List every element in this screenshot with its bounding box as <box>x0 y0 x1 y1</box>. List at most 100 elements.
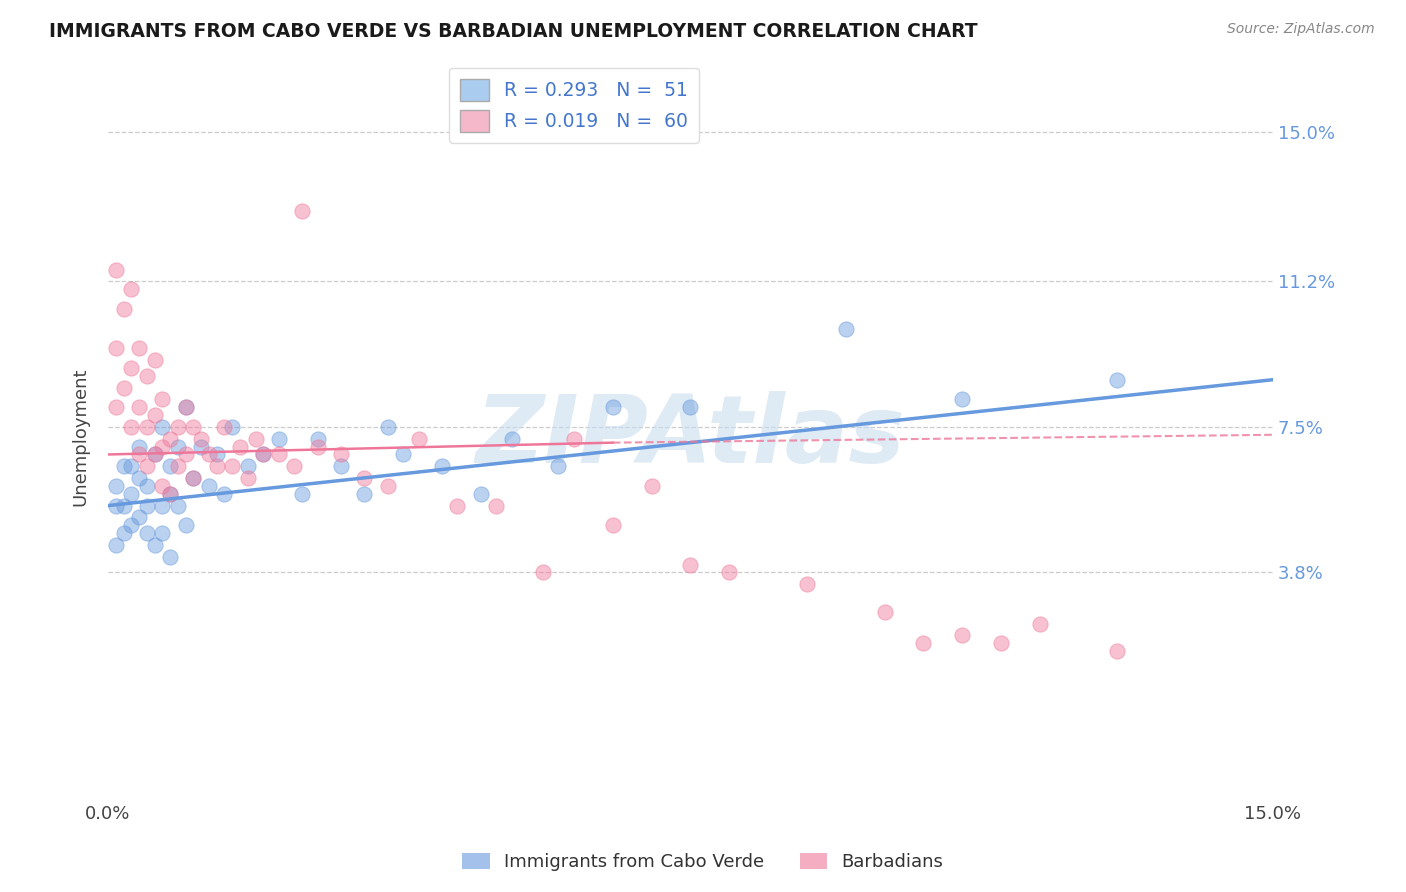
Point <box>143 538 166 552</box>
Point <box>174 401 197 415</box>
Point <box>353 487 375 501</box>
Point <box>104 401 127 415</box>
Point <box>159 549 181 564</box>
Point <box>128 471 150 485</box>
Point <box>183 471 205 485</box>
Point <box>531 566 554 580</box>
Point <box>377 420 399 434</box>
Point <box>485 499 508 513</box>
Point <box>214 487 236 501</box>
Point <box>104 479 127 493</box>
Point <box>143 447 166 461</box>
Point <box>128 401 150 415</box>
Point <box>120 420 142 434</box>
Point <box>167 420 190 434</box>
Point <box>353 471 375 485</box>
Point <box>112 499 135 513</box>
Point <box>307 440 329 454</box>
Point <box>602 401 624 415</box>
Point <box>167 499 190 513</box>
Point <box>159 432 181 446</box>
Point <box>392 447 415 461</box>
Point <box>183 471 205 485</box>
Point <box>562 432 585 446</box>
Point <box>796 577 818 591</box>
Point <box>1107 373 1129 387</box>
Legend: R = 0.293   N =  51, R = 0.019   N =  60: R = 0.293 N = 51, R = 0.019 N = 60 <box>449 68 699 143</box>
Point <box>236 471 259 485</box>
Point <box>120 282 142 296</box>
Point <box>174 447 197 461</box>
Point <box>167 440 190 454</box>
Point <box>205 459 228 474</box>
Point <box>159 487 181 501</box>
Text: Source: ZipAtlas.com: Source: ZipAtlas.com <box>1227 22 1375 37</box>
Point <box>174 518 197 533</box>
Point <box>990 636 1012 650</box>
Point <box>183 420 205 434</box>
Point <box>135 459 157 474</box>
Point <box>112 459 135 474</box>
Point <box>547 459 569 474</box>
Point <box>190 440 212 454</box>
Point <box>143 353 166 368</box>
Point <box>128 510 150 524</box>
Point <box>128 447 150 461</box>
Point <box>150 440 173 454</box>
Point <box>112 381 135 395</box>
Point <box>143 447 166 461</box>
Point <box>150 526 173 541</box>
Point <box>104 262 127 277</box>
Point <box>135 499 157 513</box>
Point <box>198 479 221 493</box>
Point <box>205 447 228 461</box>
Text: ZIPAtlas: ZIPAtlas <box>475 391 905 483</box>
Point <box>252 447 274 461</box>
Point <box>283 459 305 474</box>
Point <box>912 636 935 650</box>
Point <box>120 360 142 375</box>
Point <box>501 432 523 446</box>
Point <box>377 479 399 493</box>
Point <box>104 341 127 355</box>
Point <box>430 459 453 474</box>
Point <box>291 487 314 501</box>
Point <box>291 203 314 218</box>
Point <box>252 447 274 461</box>
Point <box>470 487 492 501</box>
Point <box>150 499 173 513</box>
Point <box>1029 616 1052 631</box>
Point <box>112 526 135 541</box>
Point <box>718 566 741 580</box>
Point <box>602 518 624 533</box>
Point <box>167 459 190 474</box>
Point <box>679 558 702 572</box>
Point <box>120 518 142 533</box>
Point <box>221 420 243 434</box>
Point <box>120 459 142 474</box>
Point <box>135 368 157 383</box>
Point <box>150 420 173 434</box>
Point <box>640 479 662 493</box>
Point <box>190 432 212 446</box>
Point <box>446 499 468 513</box>
Text: IMMIGRANTS FROM CABO VERDE VS BARBADIAN UNEMPLOYMENT CORRELATION CHART: IMMIGRANTS FROM CABO VERDE VS BARBADIAN … <box>49 22 977 41</box>
Point <box>135 526 157 541</box>
Point <box>214 420 236 434</box>
Point <box>221 459 243 474</box>
Point <box>236 459 259 474</box>
Point <box>245 432 267 446</box>
Point <box>198 447 221 461</box>
Point <box>267 432 290 446</box>
Point <box>408 432 430 446</box>
Point <box>159 459 181 474</box>
Point <box>120 487 142 501</box>
Point <box>307 432 329 446</box>
Point <box>834 321 856 335</box>
Point <box>267 447 290 461</box>
Point <box>229 440 252 454</box>
Point <box>329 459 352 474</box>
Y-axis label: Unemployment: Unemployment <box>72 368 89 506</box>
Point <box>104 499 127 513</box>
Point <box>104 538 127 552</box>
